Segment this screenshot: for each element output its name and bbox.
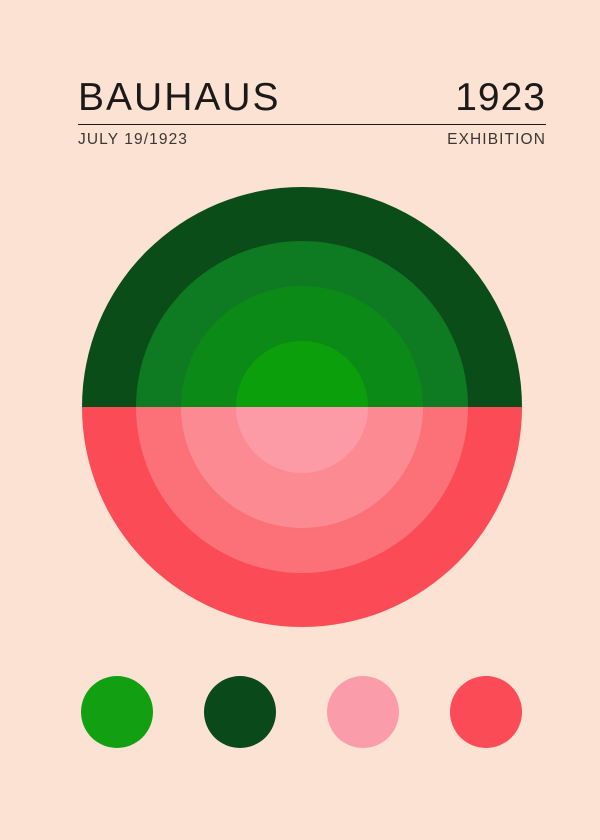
header-divider (78, 124, 546, 125)
header-title-row: BAUHAUS 1923 (78, 78, 546, 117)
color-swatch-row (81, 676, 522, 748)
page-title: BAUHAUS (78, 76, 281, 119)
concentric-circle-graphic (81, 186, 522, 627)
header-exhibition-label: EXHIBITION (447, 131, 546, 148)
header-year: 1923 (455, 76, 546, 119)
ring-inner (235, 340, 368, 473)
header-date: JULY 19/1923 (78, 131, 189, 148)
ring-inner-top-half (235, 340, 368, 407)
swatch-light-pink (327, 676, 399, 748)
swatch-red (450, 676, 522, 748)
swatch-dark-green (204, 676, 276, 748)
poster-header: BAUHAUS 1923 JULY 19/1923 EXHIBITION (78, 78, 546, 149)
swatch-bright-green (81, 676, 153, 748)
header-subtitle-row: JULY 19/1923 EXHIBITION (78, 131, 546, 149)
ring-inner-bottom-half (235, 406, 368, 473)
